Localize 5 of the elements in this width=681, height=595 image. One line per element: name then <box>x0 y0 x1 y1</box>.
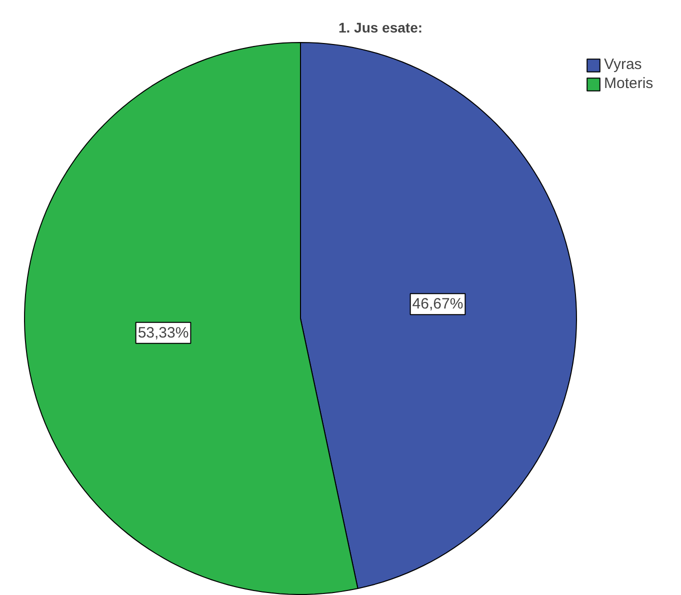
data-label: 46,67% <box>412 296 464 313</box>
legend-label: Vyras <box>604 56 642 73</box>
chart-title: 1. Jus esate: <box>338 20 423 36</box>
legend-label: Moteris <box>604 75 654 92</box>
data-label: 53,33% <box>138 324 189 342</box>
